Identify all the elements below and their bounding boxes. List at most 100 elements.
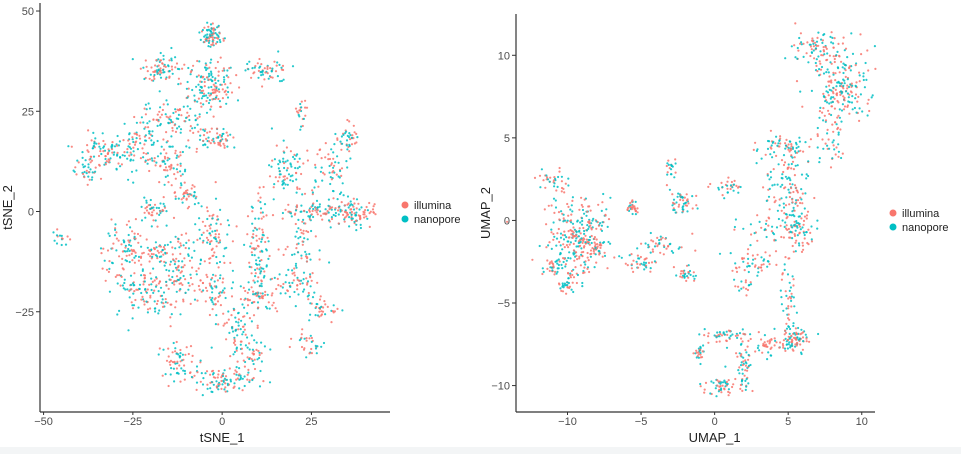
point-illumina xyxy=(247,299,250,302)
point-nanopore xyxy=(212,372,215,375)
point-nanopore xyxy=(764,228,767,231)
point-illumina xyxy=(874,67,877,70)
point-illumina xyxy=(275,144,278,147)
point-illumina xyxy=(554,270,557,273)
point-nanopore xyxy=(282,187,285,190)
point-nanopore xyxy=(263,345,266,348)
point-illumina xyxy=(803,215,807,218)
point-illumina xyxy=(793,234,797,237)
point-nanopore xyxy=(828,147,831,150)
point-illumina xyxy=(802,42,805,45)
point-illumina xyxy=(839,128,842,131)
point-illumina xyxy=(170,303,173,306)
point-illumina xyxy=(796,199,800,202)
point-nanopore xyxy=(567,281,571,285)
point-nanopore xyxy=(766,265,769,268)
point-illumina xyxy=(355,141,358,144)
point-nanopore xyxy=(254,217,257,220)
point-nanopore xyxy=(250,205,253,208)
point-illumina xyxy=(163,248,166,251)
point-nanopore xyxy=(194,197,197,200)
point-nanopore xyxy=(567,256,570,260)
point-illumina xyxy=(587,259,590,262)
point-illumina xyxy=(506,220,509,223)
point-nanopore xyxy=(581,219,584,223)
point-illumina xyxy=(159,116,162,119)
point-illumina xyxy=(146,158,150,161)
point-illumina xyxy=(300,345,304,349)
point-illumina xyxy=(160,113,163,116)
point-illumina xyxy=(246,233,249,236)
point-illumina xyxy=(770,346,773,349)
point-illumina xyxy=(272,301,275,304)
point-nanopore xyxy=(272,198,275,201)
point-nanopore xyxy=(189,73,192,76)
point-illumina xyxy=(580,203,583,207)
point-nanopore xyxy=(812,49,815,52)
point-nanopore xyxy=(217,88,220,91)
point-nanopore xyxy=(579,221,582,224)
point-nanopore xyxy=(290,165,293,168)
point-nanopore xyxy=(773,183,776,186)
point-illumina xyxy=(174,152,177,155)
point-nanopore xyxy=(801,226,804,229)
point-illumina xyxy=(749,281,752,284)
point-illumina xyxy=(277,248,280,251)
point-nanopore xyxy=(257,76,260,79)
point-illumina xyxy=(306,159,309,162)
point-nanopore xyxy=(240,319,243,322)
point-illumina xyxy=(149,296,152,299)
point-illumina xyxy=(294,222,297,226)
point-nanopore xyxy=(110,261,114,264)
point-nanopore xyxy=(173,263,176,266)
point-nanopore xyxy=(847,85,851,89)
point-nanopore xyxy=(246,62,249,66)
point-nanopore xyxy=(164,175,167,178)
point-nanopore xyxy=(321,179,324,182)
point-nanopore xyxy=(250,334,253,337)
point-illumina xyxy=(261,231,265,234)
point-illumina xyxy=(827,138,830,141)
point-nanopore xyxy=(751,262,754,265)
point-nanopore xyxy=(555,237,559,240)
point-illumina xyxy=(205,64,208,67)
point-nanopore xyxy=(733,225,737,229)
point-nanopore xyxy=(129,244,133,247)
point-nanopore xyxy=(213,36,216,39)
point-illumina xyxy=(155,302,159,305)
point-nanopore xyxy=(831,36,834,40)
point-illumina xyxy=(157,282,160,285)
point-nanopore xyxy=(572,290,575,294)
point-nanopore xyxy=(196,123,199,126)
point-illumina xyxy=(308,337,311,340)
point-nanopore xyxy=(740,380,744,383)
point-illumina xyxy=(788,203,791,206)
point-illumina xyxy=(214,181,217,184)
point-nanopore xyxy=(243,384,246,388)
point-illumina xyxy=(155,212,159,215)
point-nanopore xyxy=(837,143,840,146)
point-nanopore xyxy=(214,238,217,241)
point-nanopore xyxy=(785,294,788,297)
point-illumina xyxy=(310,213,313,216)
point-illumina xyxy=(180,233,183,236)
point-nanopore xyxy=(292,155,295,159)
point-nanopore xyxy=(289,162,292,165)
point-illumina xyxy=(583,238,586,241)
point-illumina xyxy=(114,227,117,230)
point-illumina xyxy=(720,391,723,394)
point-illumina xyxy=(800,250,804,253)
point-nanopore xyxy=(175,372,178,375)
point-nanopore xyxy=(221,383,224,386)
point-nanopore xyxy=(865,78,868,81)
point-nanopore xyxy=(562,213,565,216)
point-illumina xyxy=(825,47,828,51)
point-nanopore xyxy=(235,320,238,323)
point-nanopore xyxy=(545,174,548,177)
point-illumina xyxy=(809,231,812,234)
point-nanopore xyxy=(179,288,182,291)
point-nanopore xyxy=(787,325,791,329)
point-nanopore xyxy=(593,266,596,269)
point-illumina xyxy=(790,338,793,341)
point-nanopore xyxy=(329,176,332,179)
